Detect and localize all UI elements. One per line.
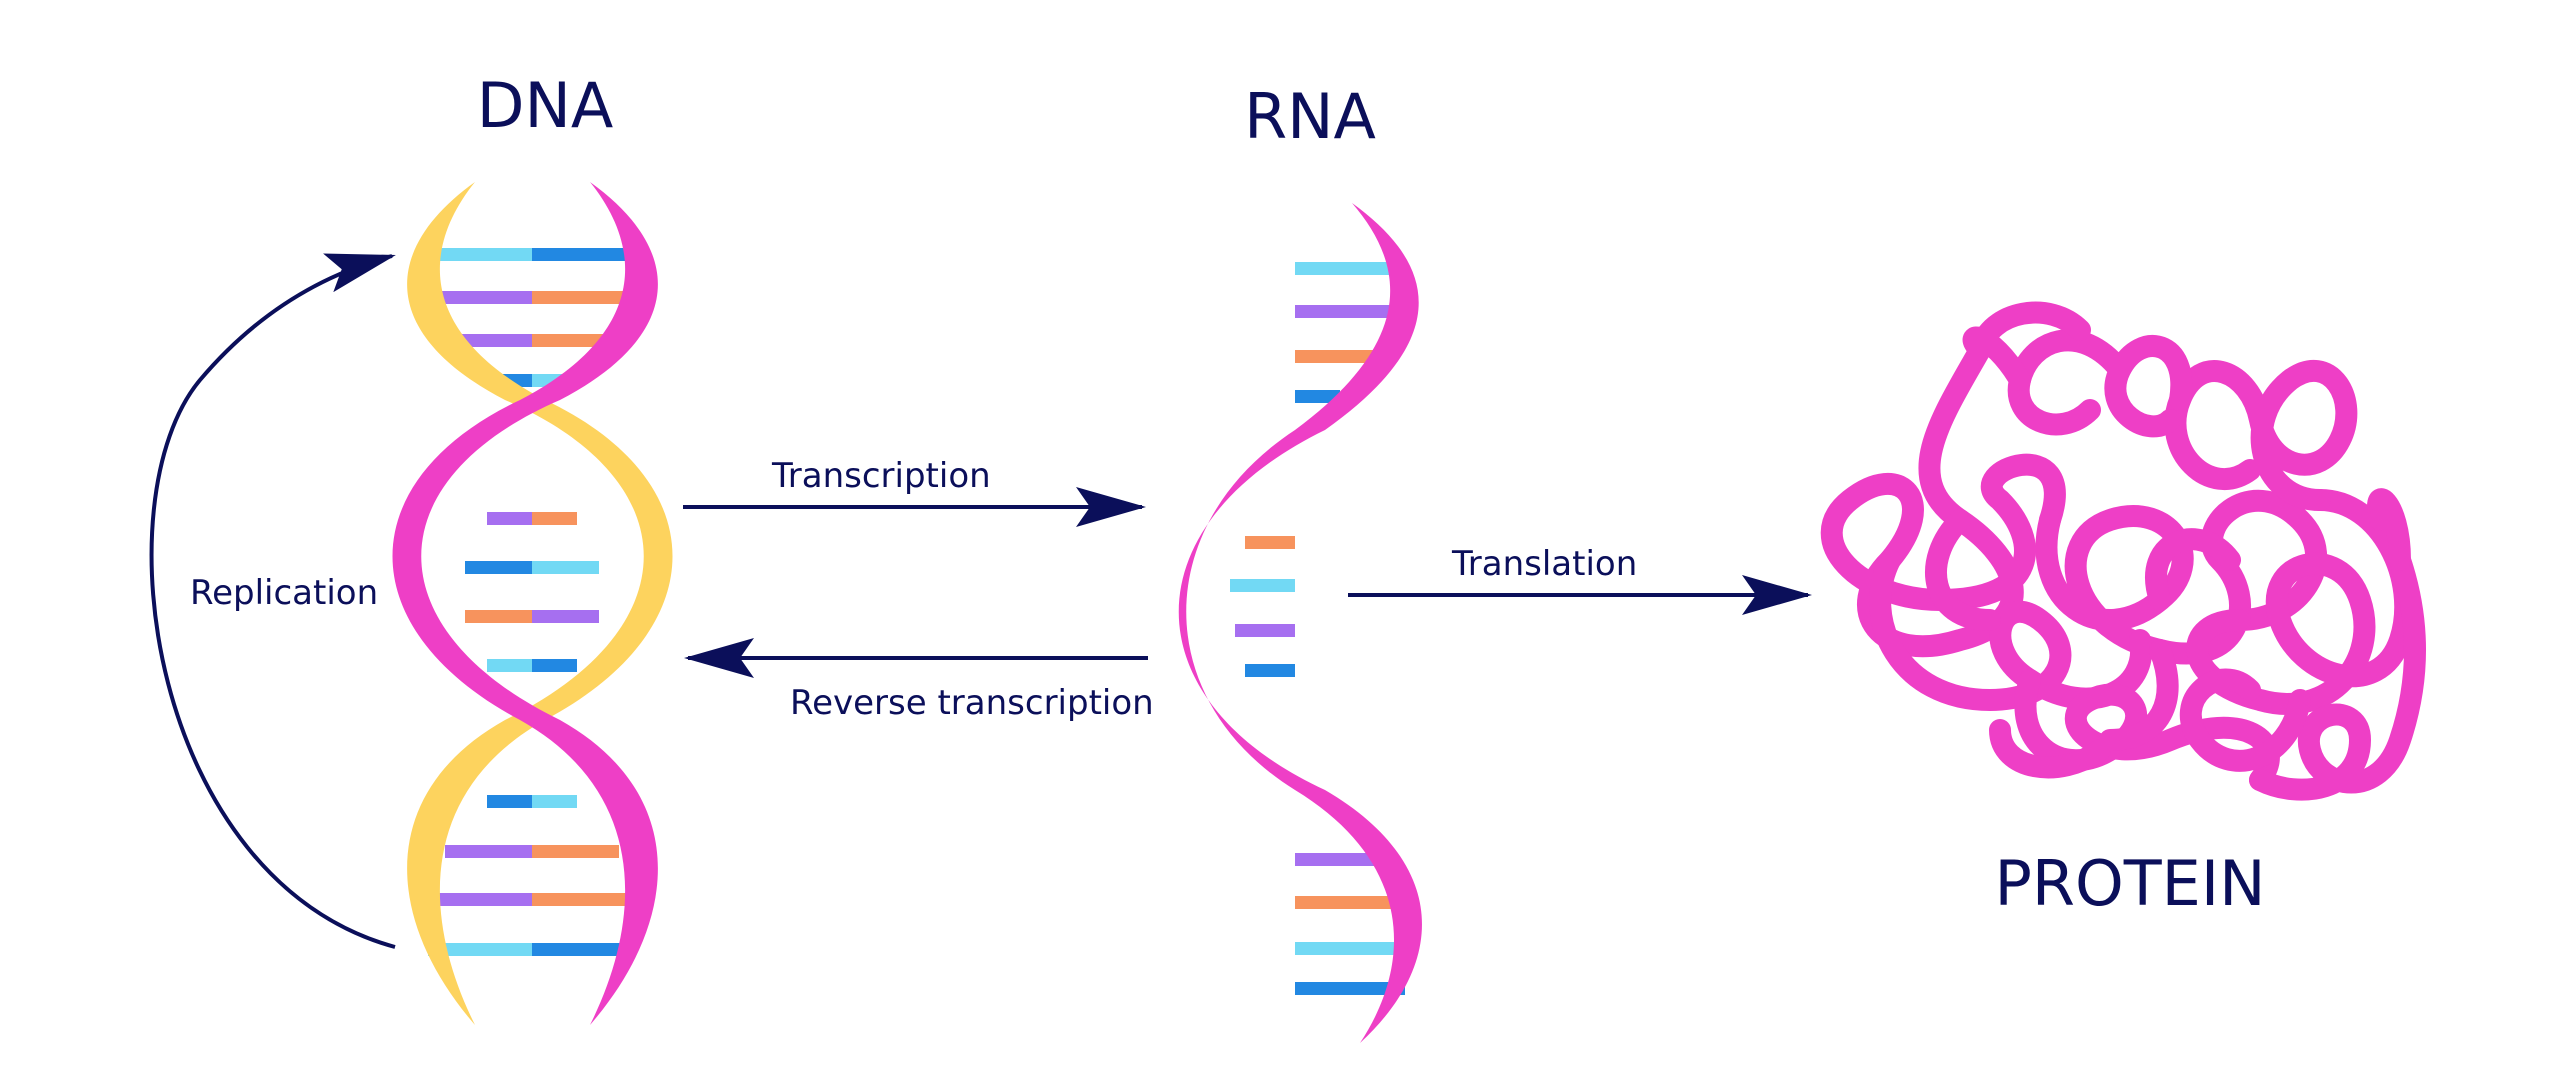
dna-double-helix-icon bbox=[392, 182, 673, 1025]
folded-protein-icon bbox=[1820, 301, 2426, 801]
dna-title: DNA bbox=[477, 69, 614, 142]
dna-yellow-backbone bbox=[407, 182, 673, 1025]
reverse-transcription-label: Reverse transcription bbox=[790, 683, 1154, 723]
replication-arrow bbox=[149, 253, 396, 949]
rna-title: RNA bbox=[1244, 80, 1376, 153]
dna-magenta-backbone bbox=[392, 182, 658, 1025]
translation-label: Translation bbox=[1451, 544, 1637, 584]
rna-magenta-backbone bbox=[1178, 203, 1422, 1043]
transcription-label: Transcription bbox=[771, 456, 991, 496]
rna-bases bbox=[1230, 262, 1405, 995]
protein-title: PROTEIN bbox=[1995, 847, 2266, 920]
rna-single-strand-icon bbox=[1178, 203, 1422, 1043]
replication-label: Replication bbox=[190, 573, 378, 613]
